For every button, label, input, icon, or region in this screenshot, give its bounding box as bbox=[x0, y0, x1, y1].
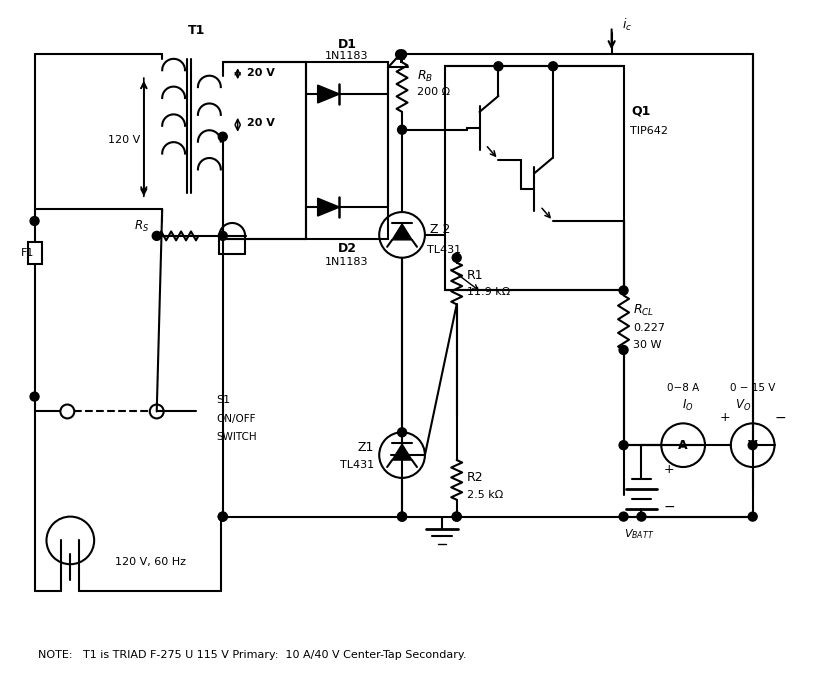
Bar bbox=[305, 62, 388, 239]
Text: V: V bbox=[748, 439, 757, 452]
Text: $I_O$: $I_O$ bbox=[682, 398, 694, 413]
Text: 2.5 kΩ: 2.5 kΩ bbox=[467, 490, 503, 500]
Circle shape bbox=[398, 428, 407, 437]
Polygon shape bbox=[392, 444, 412, 460]
Polygon shape bbox=[392, 224, 412, 240]
Circle shape bbox=[396, 50, 405, 59]
Text: R2: R2 bbox=[467, 471, 483, 484]
Text: Z 2: Z 2 bbox=[430, 224, 450, 237]
Circle shape bbox=[619, 346, 628, 355]
Circle shape bbox=[398, 512, 407, 521]
Text: +: + bbox=[719, 411, 730, 424]
Text: $R_S$: $R_S$ bbox=[133, 219, 149, 233]
Circle shape bbox=[398, 126, 407, 135]
Text: +: + bbox=[394, 52, 406, 66]
Circle shape bbox=[398, 50, 407, 59]
Text: −: − bbox=[663, 500, 675, 513]
Text: 120 V: 120 V bbox=[108, 135, 140, 145]
Circle shape bbox=[30, 217, 39, 226]
Circle shape bbox=[637, 512, 646, 521]
Circle shape bbox=[218, 132, 227, 141]
Polygon shape bbox=[318, 198, 340, 216]
Circle shape bbox=[398, 512, 407, 521]
Text: 0.227: 0.227 bbox=[634, 323, 666, 333]
Text: 200 Ω: 200 Ω bbox=[417, 87, 450, 97]
Text: TL431: TL431 bbox=[340, 460, 374, 470]
Text: Q1: Q1 bbox=[631, 104, 651, 117]
Text: 120 V, 60 Hz: 120 V, 60 Hz bbox=[115, 558, 186, 567]
Text: $R_{CL}$: $R_{CL}$ bbox=[634, 303, 654, 318]
Circle shape bbox=[218, 512, 227, 521]
Text: $i_c$: $i_c$ bbox=[621, 17, 632, 32]
Circle shape bbox=[494, 62, 503, 71]
Circle shape bbox=[30, 392, 39, 401]
Text: 0 − 15 V: 0 − 15 V bbox=[730, 383, 775, 393]
Text: 1N1183: 1N1183 bbox=[325, 51, 369, 61]
Text: 1N1183: 1N1183 bbox=[325, 257, 369, 266]
Circle shape bbox=[218, 231, 227, 240]
Text: TIP642: TIP642 bbox=[630, 126, 667, 136]
Circle shape bbox=[218, 512, 227, 521]
Circle shape bbox=[452, 253, 461, 262]
Text: $V_{BATT}$: $V_{BATT}$ bbox=[625, 528, 654, 542]
Text: F1: F1 bbox=[21, 248, 34, 258]
Circle shape bbox=[452, 512, 461, 521]
Text: $V_O$: $V_O$ bbox=[735, 398, 751, 413]
Text: $R_B$: $R_B$ bbox=[417, 68, 433, 83]
Text: NOTE:   T1 is TRIAD F-275 U 115 V Primary:  10 A/40 V Center-Tap Secondary.: NOTE: T1 is TRIAD F-275 U 115 V Primary:… bbox=[38, 651, 466, 660]
Circle shape bbox=[152, 231, 161, 240]
Circle shape bbox=[452, 512, 461, 521]
Text: ON/OFF: ON/OFF bbox=[216, 415, 256, 424]
Text: 0−8 A: 0−8 A bbox=[667, 383, 700, 393]
Text: D1: D1 bbox=[337, 38, 356, 51]
Text: T1: T1 bbox=[188, 24, 205, 37]
Circle shape bbox=[619, 512, 628, 521]
Circle shape bbox=[748, 512, 757, 521]
Text: 11.9 kΩ: 11.9 kΩ bbox=[467, 288, 510, 297]
Bar bbox=[28, 241, 41, 264]
Text: −: − bbox=[774, 411, 786, 424]
Circle shape bbox=[748, 441, 757, 450]
Circle shape bbox=[619, 441, 628, 450]
Bar bbox=[444, 66, 624, 290]
Text: SWITCH: SWITCH bbox=[216, 432, 257, 442]
Text: R1: R1 bbox=[467, 269, 483, 282]
Polygon shape bbox=[318, 85, 340, 103]
Text: D2: D2 bbox=[337, 242, 356, 255]
Text: +: + bbox=[663, 464, 674, 477]
Text: 20 V: 20 V bbox=[247, 68, 274, 78]
Text: 30 W: 30 W bbox=[634, 340, 662, 350]
Text: S1: S1 bbox=[216, 395, 230, 404]
Circle shape bbox=[549, 62, 557, 71]
Text: A: A bbox=[678, 439, 688, 452]
Circle shape bbox=[619, 286, 628, 295]
Text: Z1: Z1 bbox=[358, 441, 374, 453]
Text: 20 V: 20 V bbox=[247, 118, 274, 128]
Text: TL431: TL431 bbox=[427, 245, 461, 255]
